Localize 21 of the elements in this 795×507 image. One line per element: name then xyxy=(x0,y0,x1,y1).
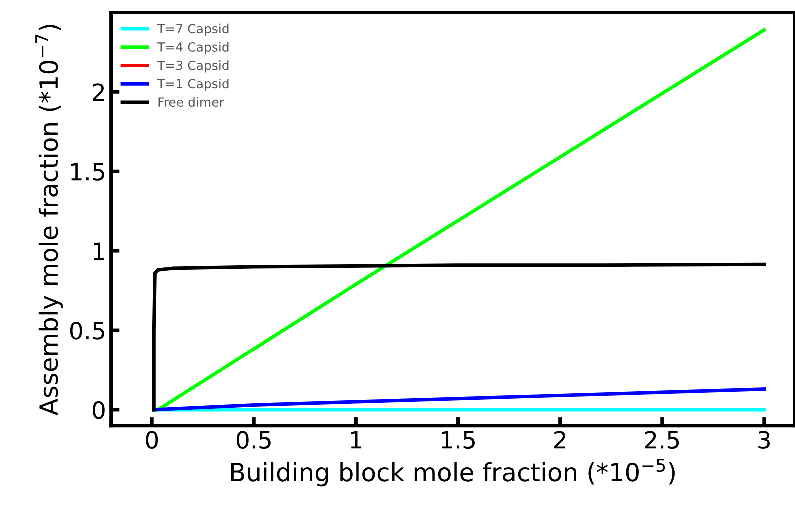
x-tick-label: 0.5 xyxy=(236,431,271,450)
legend-label: T=3 Capsid xyxy=(158,60,229,73)
x-axis-title: Building block mole fraction (*10$^{−5}$) xyxy=(231,459,675,487)
legend-label: T=7 Capsid xyxy=(158,24,229,36)
y-tick-label: 0 xyxy=(92,401,105,420)
y-tick-label: 0.5 xyxy=(70,322,104,340)
legend-label: Free dimer xyxy=(158,97,224,107)
x-tick-label: 2.5 xyxy=(645,431,680,450)
legend-label: T=4 Capsid xyxy=(158,42,229,54)
x-tick-label: 2 xyxy=(554,431,566,449)
legend-label: T=1 Capsid xyxy=(158,78,229,92)
x-tick-label: 0 xyxy=(146,431,158,450)
x-tick-label: 1.5 xyxy=(442,431,475,450)
x-tick-label: 3 xyxy=(758,431,770,450)
y-axis-title: Assembly mole fraction (*10$^{−7}$) xyxy=(36,25,64,416)
line-series xyxy=(152,262,766,412)
line-series xyxy=(152,388,766,412)
y-tick-label: 1 xyxy=(94,242,104,260)
x-tick-label: 1 xyxy=(351,431,362,449)
y-tick-label: 1.5 xyxy=(71,163,104,181)
y-tick-label: 2 xyxy=(93,84,104,102)
